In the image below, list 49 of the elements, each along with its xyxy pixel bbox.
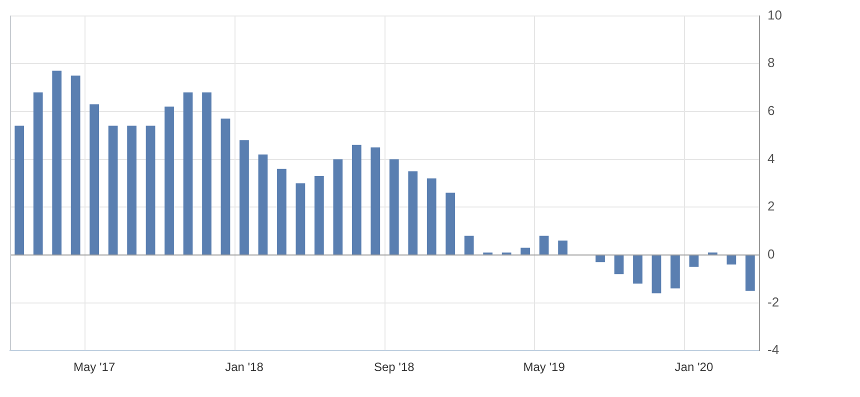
bar xyxy=(726,255,736,265)
bar xyxy=(633,255,642,284)
bar xyxy=(202,92,212,254)
bar xyxy=(183,92,193,254)
bar xyxy=(108,126,118,254)
bar xyxy=(296,183,306,254)
bar xyxy=(90,104,100,254)
x-tick-label: May '17 xyxy=(73,360,116,374)
bar xyxy=(33,92,43,254)
bar xyxy=(314,176,324,254)
x-tick-label: Sep '18 xyxy=(374,360,415,374)
bar xyxy=(352,144,362,254)
bar xyxy=(520,248,530,254)
bar xyxy=(689,255,699,267)
bar xyxy=(146,126,156,254)
bar xyxy=(333,159,343,254)
y-tick-label: 6 xyxy=(768,103,775,118)
bar xyxy=(164,106,174,254)
bar xyxy=(464,236,474,254)
x-tick-label: Jan '18 xyxy=(225,360,264,374)
y-tick-label: 2 xyxy=(768,198,775,214)
bar xyxy=(614,255,624,274)
bar xyxy=(558,240,568,254)
bar xyxy=(652,255,662,294)
bar xyxy=(277,168,286,254)
bar xyxy=(258,154,268,254)
bar xyxy=(745,255,755,291)
bar xyxy=(240,140,249,254)
bar xyxy=(52,70,62,254)
bar xyxy=(70,76,80,254)
bar xyxy=(389,159,399,254)
bar xyxy=(670,255,680,288)
bar xyxy=(370,147,380,254)
x-tick-label: May '19 xyxy=(523,360,566,374)
y-tick-label: -2 xyxy=(768,294,780,310)
y-tick-label: 4 xyxy=(768,150,775,166)
bar xyxy=(408,171,418,254)
bar xyxy=(14,126,24,254)
bar xyxy=(539,236,549,254)
bar xyxy=(127,126,136,254)
bar xyxy=(596,255,605,262)
y-tick-label: 10 xyxy=(768,7,782,22)
y-tick-label: 8 xyxy=(768,55,775,70)
y-tick-label: 0 xyxy=(768,246,775,262)
bar xyxy=(446,192,456,254)
bar xyxy=(426,178,436,254)
bar xyxy=(220,118,230,254)
y-tick-label: -4 xyxy=(768,342,780,358)
x-tick-label: Jan '20 xyxy=(674,360,714,374)
